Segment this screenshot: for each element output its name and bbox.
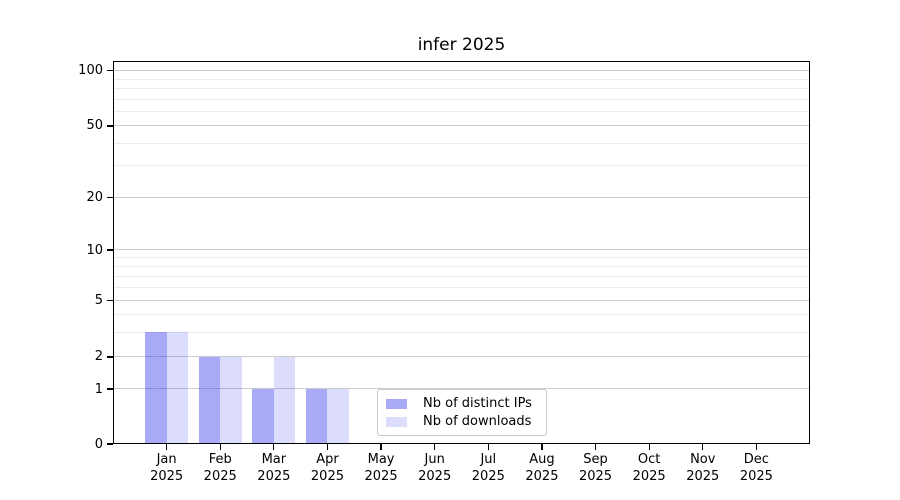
bar-downloads-apr xyxy=(327,389,349,444)
x-tick-label-mar: Mar 2025 xyxy=(257,452,291,484)
gridline-major xyxy=(113,197,810,199)
bar-distinct-ips-mar xyxy=(252,389,274,444)
x-tick-mark xyxy=(755,444,758,450)
x-tick-label-dec: Dec 2025 xyxy=(739,452,773,484)
legend: Nb of distinct IPs Nb of downloads xyxy=(377,389,547,436)
y-tick-label: 0 xyxy=(94,436,103,452)
bar-downloads-jan xyxy=(166,332,189,444)
gridline-major xyxy=(113,70,810,72)
x-tick-mark xyxy=(219,444,221,450)
x-tick-label-jun: Jun 2025 xyxy=(418,452,452,484)
y-tick-mark xyxy=(106,388,113,390)
gridline-minor xyxy=(113,110,810,112)
x-tick-label-may: May 2025 xyxy=(364,452,398,484)
x-tick-mark xyxy=(594,444,597,450)
x-tick-label-jan: Jan 2025 xyxy=(150,452,184,484)
legend-label-downloads: Nb of downloads xyxy=(423,414,532,429)
gridline-major xyxy=(113,125,810,127)
legend-label-distinct-ips: Nb of distinct IPs xyxy=(423,396,532,411)
x-tick-mark xyxy=(165,444,168,450)
bar-downloads-feb xyxy=(220,356,242,444)
gridline-minor xyxy=(113,165,810,167)
x-tick-mark xyxy=(273,444,275,450)
y-tick-label: 1 xyxy=(94,381,103,397)
legend-swatch-distinct-ips xyxy=(386,399,407,409)
bar-distinct-ips-jan xyxy=(145,332,167,444)
x-tick-mark xyxy=(487,444,489,450)
gridline-minor xyxy=(113,313,810,315)
gridline-minor xyxy=(113,78,810,80)
x-tick-label-feb: Feb 2025 xyxy=(203,452,237,484)
gridline-minor xyxy=(113,87,810,89)
y-tick-mark xyxy=(106,197,113,199)
gridline-minor xyxy=(113,331,810,333)
y-tick-mark xyxy=(106,356,113,358)
gridline-minor xyxy=(113,275,810,277)
bar-distinct-ips-apr xyxy=(305,389,328,444)
x-tick-label-nov: Nov 2025 xyxy=(686,452,720,484)
x-tick-mark xyxy=(541,444,543,450)
gridline-major xyxy=(113,356,810,358)
x-tick-mark xyxy=(434,444,436,450)
x-tick-label-jul: Jul 2025 xyxy=(471,452,505,484)
gridline-minor xyxy=(113,286,810,288)
y-tick-mark xyxy=(106,70,113,72)
y-tick-label: 2 xyxy=(94,349,103,365)
x-tick-mark xyxy=(326,444,329,450)
gridline-minor xyxy=(113,142,810,144)
legend-row-downloads: Nb of downloads xyxy=(386,413,538,431)
y-tick-mark xyxy=(106,443,113,445)
y-tick-label: 100 xyxy=(78,63,103,79)
y-tick-mark xyxy=(106,300,113,302)
plot-area xyxy=(113,61,810,444)
y-tick-label: 20 xyxy=(86,190,103,206)
bar-distinct-ips-feb xyxy=(198,356,221,444)
y-tick-label: 10 xyxy=(86,242,103,258)
x-tick-label-oct: Oct 2025 xyxy=(632,452,666,484)
gridline-major xyxy=(113,388,810,390)
gridline-minor xyxy=(113,98,810,100)
x-tick-mark xyxy=(380,444,382,450)
gridline-major xyxy=(113,300,810,302)
y-tick-mark xyxy=(106,249,113,251)
gridline-major xyxy=(113,249,810,251)
legend-row-distinct-ips: Nb of distinct IPs xyxy=(386,395,538,413)
x-tick-label-apr: Apr 2025 xyxy=(310,452,344,484)
bar-downloads-mar xyxy=(273,356,296,444)
x-tick-label-aug: Aug 2025 xyxy=(525,452,559,484)
legend-swatch-downloads xyxy=(386,417,407,427)
x-tick-mark xyxy=(648,444,650,450)
y-tick-label: 50 xyxy=(86,118,103,134)
y-tick-mark xyxy=(106,125,113,127)
chart-title: infer 2025 xyxy=(417,35,506,55)
gridline-minor xyxy=(113,265,810,267)
y-tick-label: 5 xyxy=(94,293,103,309)
x-tick-mark xyxy=(702,444,704,450)
x-tick-label-sep: Sep 2025 xyxy=(578,452,613,484)
gridline-minor xyxy=(113,257,810,259)
